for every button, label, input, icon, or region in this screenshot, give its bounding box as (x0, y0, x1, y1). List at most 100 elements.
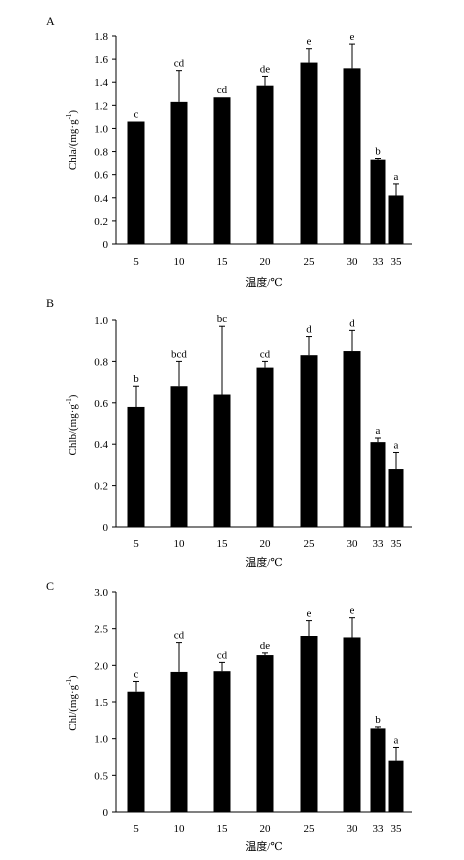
significance-label-c-15: cd (217, 649, 228, 661)
y-tick-label-a: 1.6 (94, 54, 108, 66)
significance-label-b-5: b (133, 373, 139, 385)
x-tick-label-a-20: 20 (260, 256, 272, 268)
x-tick-label-c-25: 25 (304, 823, 316, 835)
bar-a-25 (300, 62, 318, 245)
x-tick-label-b-20: 20 (260, 538, 272, 550)
x-tick-label-c-20: 20 (260, 823, 272, 835)
y-axis-title-c: Chl/(mg·g-1) (65, 675, 79, 731)
bar-c-35 (388, 760, 404, 812)
x-tick-label-a-5: 5 (133, 256, 139, 268)
x-axis-title-b: 温度/℃ (245, 555, 282, 569)
bar-c-15 (213, 671, 231, 812)
y-tick-label-c: 2.5 (94, 624, 108, 636)
x-tick-label-b-5: 5 (133, 538, 139, 550)
x-tick-label-a-35: 35 (391, 256, 403, 268)
x-tick-label-a-33: 33 (373, 256, 385, 268)
bar-c-30 (343, 637, 361, 812)
y-tick-label-a: 0.2 (94, 216, 108, 228)
significance-label-a-30: e (350, 31, 355, 43)
significance-label-a-5: c (134, 109, 139, 121)
y-tick-label-c: 0.5 (94, 770, 108, 782)
x-tick-label-c-10: 10 (174, 823, 186, 835)
significance-label-b-15: bc (217, 313, 228, 325)
x-tick-label-b-30: 30 (347, 538, 359, 550)
bar-a-30 (343, 68, 361, 244)
panel-label-c: C (46, 579, 54, 593)
significance-label-c-35: a (394, 734, 399, 746)
x-tick-label-b-35: 35 (391, 538, 403, 550)
bar-b-5 (127, 406, 145, 527)
panel-label-a: A (46, 14, 55, 28)
x-tick-label-b-15: 15 (217, 538, 229, 550)
y-tick-label-b: 0.6 (94, 398, 108, 410)
y-tick-label-c: 1.0 (94, 734, 108, 746)
bar-b-15 (213, 394, 231, 527)
bar-c-20 (256, 655, 274, 812)
x-tick-label-a-25: 25 (304, 256, 316, 268)
significance-label-c-10: cd (174, 630, 185, 642)
significance-label-b-30: d (349, 317, 355, 329)
significance-label-a-33: b (375, 145, 381, 157)
y-tick-label-c: 2.0 (94, 660, 108, 672)
y-tick-label-a: 0.6 (94, 170, 108, 182)
bar-a-5 (127, 121, 145, 244)
x-tick-label-c-35: 35 (391, 823, 403, 835)
x-tick-label-a-30: 30 (347, 256, 359, 268)
significance-label-a-15: cd (217, 84, 228, 96)
x-tick-label-b-10: 10 (174, 538, 186, 550)
significance-label-c-30: e (350, 605, 355, 617)
significance-label-c-33: b (375, 714, 381, 726)
y-axis-title-b: Chlb/(mg·g-1) (65, 394, 79, 455)
significance-label-c-20: de (260, 640, 271, 652)
significance-label-a-35: a (394, 171, 399, 183)
significance-label-a-25: e (307, 36, 312, 48)
bar-a-15 (213, 97, 231, 244)
bar-b-20 (256, 367, 274, 527)
bar-a-33 (370, 159, 386, 244)
x-tick-label-a-10: 10 (174, 256, 186, 268)
significance-label-a-20: de (260, 63, 271, 75)
x-tick-label-a-15: 15 (217, 256, 229, 268)
y-tick-label-c: 0 (103, 807, 109, 819)
y-tick-label-b: 0 (103, 522, 109, 534)
y-tick-label-c: 1.5 (94, 697, 108, 709)
y-tick-label-b: 0.2 (94, 481, 108, 493)
bar-b-25 (300, 355, 318, 527)
significance-label-c-5: c (134, 668, 139, 680)
y-tick-label-a: 1.4 (94, 77, 108, 89)
y-axis-title-a: Chla/(mg·g-1) (65, 110, 79, 171)
bar-c-5 (127, 691, 145, 812)
x-axis-title-c: 温度/℃ (245, 839, 282, 853)
x-tick-label-c-30: 30 (347, 823, 359, 835)
y-tick-label-a: 1.8 (94, 31, 108, 43)
y-tick-label-a: 1.0 (94, 123, 108, 135)
bar-c-25 (300, 636, 318, 812)
significance-label-c-25: e (307, 608, 312, 620)
x-tick-label-c-15: 15 (217, 823, 229, 835)
y-tick-label-b: 1.0 (94, 315, 108, 327)
bar-b-30 (343, 351, 361, 527)
x-tick-label-c-5: 5 (133, 823, 139, 835)
y-tick-label-a: 0 (103, 239, 109, 251)
bar-c-33 (370, 728, 386, 812)
bar-b-35 (388, 469, 404, 527)
bar-b-33 (370, 442, 386, 527)
x-tick-label-b-25: 25 (304, 538, 316, 550)
y-tick-label-b: 0.8 (94, 356, 108, 368)
significance-label-b-20: cd (260, 348, 271, 360)
bar-a-20 (256, 85, 274, 244)
x-axis-title-a: 温度/℃ (245, 275, 282, 289)
significance-label-b-35: a (394, 439, 399, 451)
y-tick-label-a: 0.4 (94, 193, 108, 205)
bar-b-10 (170, 386, 188, 527)
x-tick-label-c-33: 33 (373, 823, 385, 835)
significance-label-b-25: d (306, 324, 312, 336)
y-tick-label-b: 0.4 (94, 439, 108, 451)
panel-label-b: B (46, 296, 54, 310)
significance-label-b-33: a (376, 425, 381, 437)
bar-a-10 (170, 101, 188, 244)
y-tick-label-c: 3.0 (94, 587, 108, 599)
bar-a-35 (388, 195, 404, 244)
y-tick-label-a: 0.8 (94, 147, 108, 159)
